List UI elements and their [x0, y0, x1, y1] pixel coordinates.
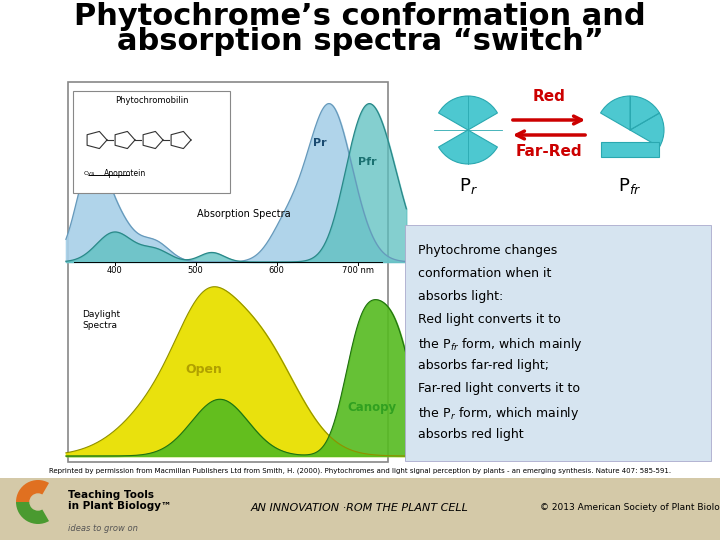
Text: Far-Red: Far-Red: [516, 144, 582, 159]
Text: conformation when it: conformation when it: [418, 267, 552, 280]
Text: Phytochrome’s conformation and: Phytochrome’s conformation and: [74, 2, 646, 31]
Text: Pfr: Pfr: [358, 157, 377, 167]
Text: absorbs red light: absorbs red light: [418, 428, 523, 441]
Wedge shape: [438, 96, 498, 130]
Bar: [0, 478, 720, 540]
Text: ideas to grow on: ideas to grow on: [68, 524, 138, 533]
FancyBboxPatch shape: [405, 225, 711, 461]
Text: absorption spectra “switch”: absorption spectra “switch”: [117, 27, 603, 56]
Text: Absorption Spectra: Absorption Spectra: [197, 208, 291, 219]
Text: the P$_r$ form, which mainly: the P$_r$ form, which mainly: [418, 405, 580, 422]
Wedge shape: [16, 502, 49, 524]
Text: Canopy: Canopy: [348, 402, 397, 415]
Wedge shape: [600, 96, 630, 130]
Text: Reprinted by permission from Macmillan Publishers Ltd from Smith, H. (2000). Phy: Reprinted by permission from Macmillan P…: [49, 468, 671, 474]
Text: Open: Open: [185, 363, 222, 376]
Text: 600: 600: [269, 266, 284, 275]
Wedge shape: [16, 480, 49, 502]
Wedge shape: [438, 130, 498, 164]
Text: 500: 500: [188, 266, 204, 275]
Text: 400: 400: [107, 266, 122, 275]
Text: absorbs light:: absorbs light:: [418, 290, 503, 303]
Bar: [68, 82, 388, 462]
FancyBboxPatch shape: [73, 91, 230, 193]
Text: Phytochrome changes: Phytochrome changes: [418, 244, 557, 257]
Text: Red: Red: [533, 89, 565, 104]
Text: P$_{fr}$: P$_{fr}$: [618, 176, 642, 196]
Text: absorbs far-red light;: absorbs far-red light;: [418, 359, 549, 372]
Text: Apoprotein: Apoprotein: [104, 169, 146, 178]
Text: Teaching Tools: Teaching Tools: [68, 490, 154, 500]
Text: the P$_{fr}$ form, which mainly: the P$_{fr}$ form, which mainly: [418, 336, 582, 353]
Text: Cys: Cys: [84, 171, 95, 176]
Text: AN INNOVATION ·ROM THE PLANT CELL: AN INNOVATION ·ROM THE PLANT CELL: [251, 503, 469, 513]
Text: in Plant Biology™: in Plant Biology™: [68, 501, 171, 511]
Text: Pr: Pr: [313, 138, 327, 148]
Text: 700 nm: 700 nm: [342, 266, 374, 275]
Wedge shape: [630, 96, 660, 130]
Circle shape: [30, 494, 46, 510]
Text: P$_r$: P$_r$: [459, 176, 477, 196]
Text: Far-red light converts it to: Far-red light converts it to: [418, 382, 580, 395]
Wedge shape: [630, 113, 664, 147]
Text: Daylight
Spectra: Daylight Spectra: [82, 310, 120, 330]
Text: Phytochromobilin: Phytochromobilin: [114, 96, 188, 105]
Bar: [601, 142, 659, 157]
Text: © 2013 American Society of Plant Biologists: © 2013 American Society of Plant Biologi…: [539, 503, 720, 512]
Text: Red light converts it to: Red light converts it to: [418, 313, 561, 326]
